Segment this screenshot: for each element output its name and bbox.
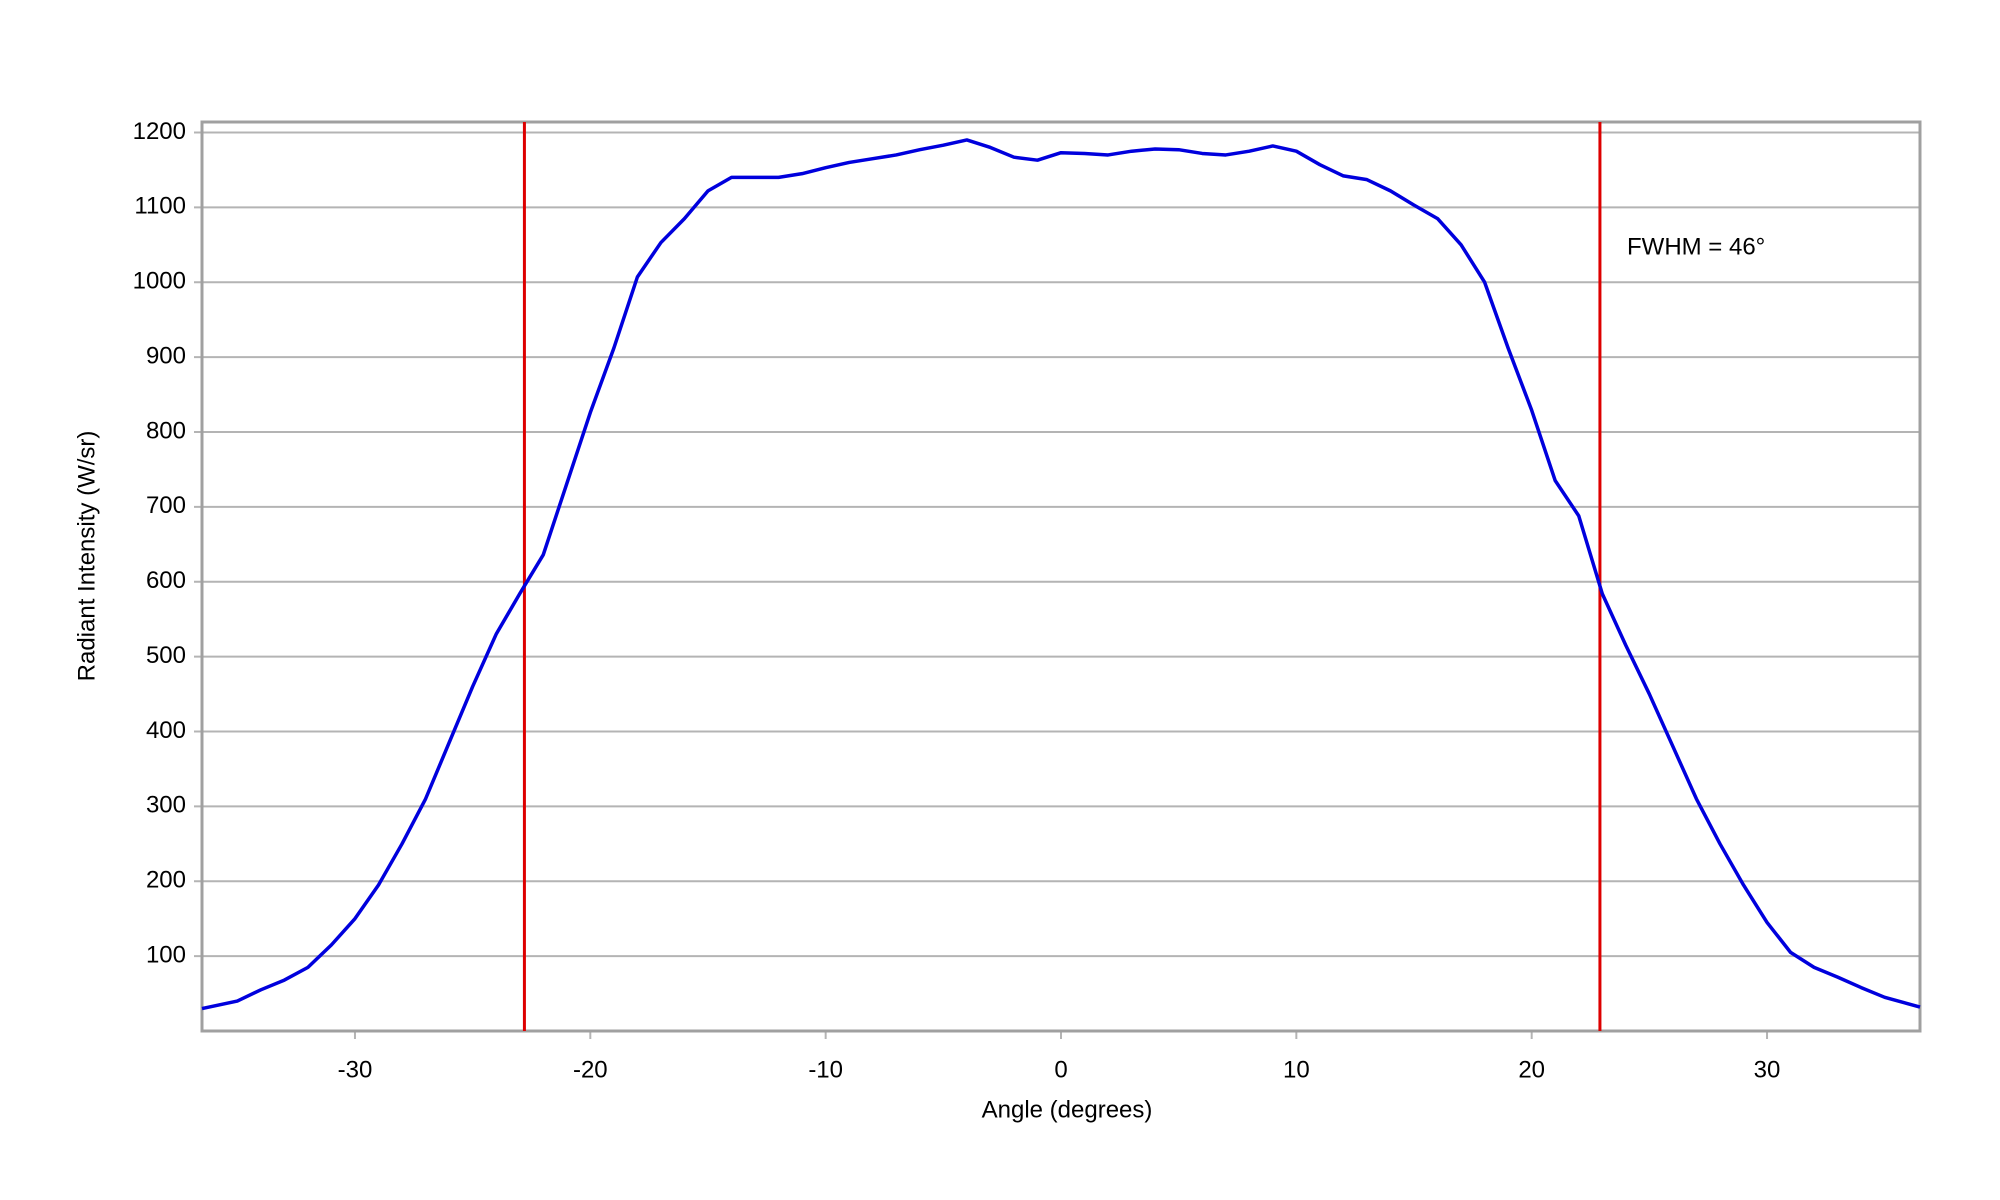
y-axis-label: Radiant Intensity (W/sr)	[73, 431, 100, 682]
y-tick-label: 400	[146, 717, 186, 744]
y-tick-label: 800	[146, 417, 186, 444]
x-tick-label: -20	[573, 1056, 608, 1083]
y-tick-label: 500	[146, 642, 186, 669]
x-tick-label: 30	[1754, 1056, 1781, 1083]
x-tick-label: 0	[1054, 1056, 1067, 1083]
x-tick-label: -30	[338, 1056, 373, 1083]
x-tick-label: 20	[1518, 1056, 1545, 1083]
x-tick-label: 10	[1283, 1056, 1310, 1083]
x-tick-label: -10	[808, 1056, 843, 1083]
y-tick-label: 600	[146, 567, 186, 594]
y-tick-label: 1100	[134, 193, 186, 220]
annotation: FWHM = 46°	[1627, 233, 1765, 260]
y-tick-label: 1200	[133, 118, 186, 145]
y-tick-label: 700	[146, 492, 186, 519]
plot-frame	[200, 120, 1922, 1033]
x-axis-label: Angle (degrees)	[982, 1096, 1153, 1123]
data-line	[201, 138, 1921, 1011]
y-tick-label: 200	[146, 867, 186, 894]
y-tick-label: 300	[146, 792, 186, 819]
y-tick-label: 100	[146, 941, 186, 968]
y-tick-label: 1000	[133, 268, 186, 295]
y-tick-label: 900	[146, 342, 186, 369]
